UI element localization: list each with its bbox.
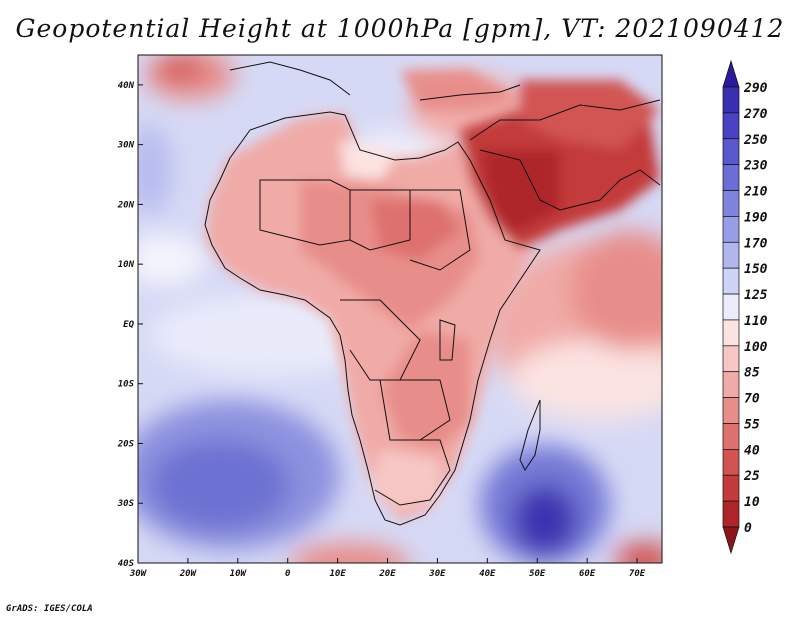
- colorbar-swatch: [722, 371, 740, 398]
- colorbar-swatch: [722, 112, 740, 140]
- colorbar-level-label: 125: [744, 288, 768, 303]
- y-tick-label: 40N: [118, 81, 135, 91]
- colorbar-level-label: 0: [744, 521, 752, 536]
- colorbar-level-label: 270: [743, 107, 768, 122]
- colorbar-swatch: [722, 500, 740, 528]
- colorbar-swatch: [722, 138, 740, 165]
- x-tick-label: 50E: [529, 569, 546, 579]
- map-title: Geopotential Height at 1000hPa [gpm], VT…: [15, 14, 785, 43]
- colorbar-level-label: 290: [743, 81, 768, 96]
- colorbar-swatch: [722, 216, 740, 243]
- x-tick-label: 30W: [129, 569, 148, 579]
- x-tick-label: 30E: [428, 569, 446, 579]
- x-tick-label: 20W: [179, 569, 198, 579]
- x-tick-label: 0: [285, 569, 291, 579]
- colorbar-level-label: 190: [744, 210, 768, 225]
- colorbar-level-label: 10: [744, 495, 760, 510]
- colorbar-level-label: 210: [743, 185, 768, 200]
- y-tick-label: EQ: [123, 320, 134, 330]
- colorbar-level-label: 70: [744, 392, 760, 407]
- y-tick-label: 10S: [118, 380, 135, 390]
- x-tick-label: 10W: [230, 569, 248, 579]
- y-tick-label: 30N: [117, 141, 135, 151]
- y-tick-label: 20S: [117, 439, 135, 449]
- colorbar-bottom-arrow: [722, 526, 740, 555]
- coastlines: [204, 61, 661, 526]
- colorbar-swatch: [722, 397, 740, 424]
- colorbar-level-label: 25: [743, 469, 760, 484]
- colorbar-swatch: [722, 241, 740, 269]
- x-tick-label: 70E: [629, 569, 646, 579]
- colorbar-level-label: 110: [744, 314, 768, 329]
- colorbar-level-label: 55: [744, 417, 760, 432]
- colorbar-level-label: 150: [744, 262, 768, 277]
- colorbar-swatch: [722, 164, 740, 191]
- colorbar-swatch: [722, 474, 740, 502]
- contour-field: [138, 55, 662, 563]
- y-tick-label: 40S: [118, 559, 135, 569]
- x-tick-label: 20E: [378, 569, 396, 579]
- colorbar-swatch: [722, 345, 740, 373]
- colorbar-swatch: [722, 423, 740, 450]
- colorbar-level-label: 85: [744, 366, 760, 381]
- colorbar-level-label: 100: [744, 340, 768, 355]
- plot-frame: [137, 54, 663, 564]
- colorbar-swatch: [722, 319, 740, 347]
- x-tick-label: 60E: [579, 569, 596, 579]
- x-axis-ticks: 30W 20W 10W 0 10E 20E 30E 40E 50E 60E 70E: [129, 558, 646, 579]
- colorbar-level-label: 250: [743, 133, 768, 148]
- y-tick-label: 10N: [118, 260, 135, 270]
- colorbar-top-arrow: [722, 59, 740, 88]
- y-tick-label: 30S: [117, 499, 135, 509]
- colorbar-swatch: [722, 267, 740, 295]
- y-tick-label: 20N: [117, 200, 135, 210]
- colorbar-swatch: [722, 293, 740, 321]
- colorbar-level-label: 40: [744, 443, 760, 458]
- colorbar-swatch: [722, 86, 740, 114]
- colorbar-level-label: 230: [743, 159, 768, 174]
- x-tick-label: 10E: [329, 569, 346, 579]
- y-axis-ticks: 40N 30N 20N 10N EQ 10S 20S 30S 40S: [117, 81, 143, 569]
- grads-credit: GrADS: IGES/COLA: [6, 604, 93, 614]
- colorbar-swatch: [722, 449, 740, 476]
- colorbar-swatch: [722, 190, 740, 217]
- colorbar-level-label: 170: [744, 236, 768, 251]
- x-tick-label: 40E: [479, 569, 496, 579]
